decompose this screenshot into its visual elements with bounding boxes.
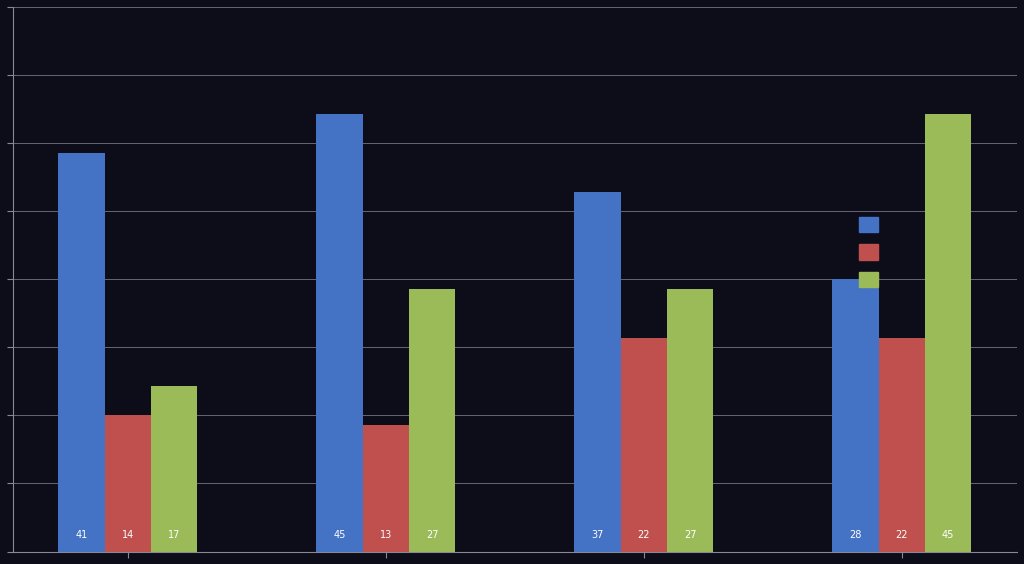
- Text: 28: 28: [849, 530, 861, 540]
- Bar: [362, 425, 409, 552]
- Bar: [833, 279, 879, 552]
- Bar: [151, 386, 198, 552]
- Bar: [574, 192, 621, 552]
- Bar: [58, 153, 104, 552]
- Bar: [667, 289, 714, 552]
- Text: 45: 45: [333, 530, 345, 540]
- Bar: [316, 114, 362, 552]
- Bar: [925, 114, 972, 552]
- Text: 14: 14: [122, 530, 134, 540]
- Text: 45: 45: [942, 530, 954, 540]
- Text: 17: 17: [168, 530, 180, 540]
- Text: 13: 13: [380, 530, 392, 540]
- Text: 27: 27: [426, 530, 438, 540]
- Text: 27: 27: [684, 530, 696, 540]
- Bar: [879, 338, 925, 552]
- Bar: [621, 338, 667, 552]
- Text: 22: 22: [638, 530, 650, 540]
- Legend:  ,  ,  : , ,: [853, 210, 898, 294]
- Text: 22: 22: [896, 530, 908, 540]
- Bar: [104, 415, 151, 552]
- Text: 37: 37: [591, 530, 603, 540]
- Text: 41: 41: [75, 530, 87, 540]
- Bar: [409, 289, 456, 552]
